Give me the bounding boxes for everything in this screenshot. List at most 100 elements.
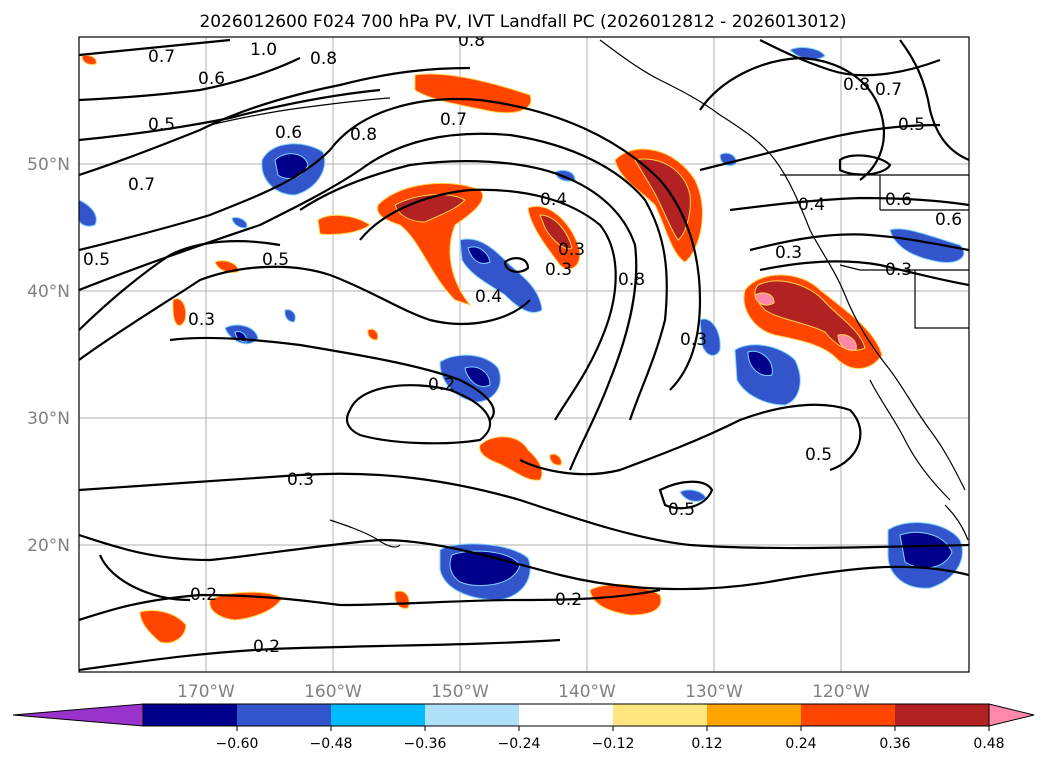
- colorbar-tick-label: 0.36: [879, 736, 910, 752]
- contour-line: [79, 265, 531, 361]
- contour-label: 0.3: [885, 260, 912, 280]
- contour-label: 0.5: [898, 115, 925, 135]
- contour-line: [359, 188, 617, 421]
- colorbar-segment: [895, 704, 990, 726]
- pc-blob: [209, 591, 283, 621]
- contour-label: 0.3: [545, 260, 572, 280]
- pc-blob: [274, 153, 309, 179]
- pc-blob: [79, 199, 97, 227]
- contour-line: [79, 240, 281, 331]
- pc-blob: [479, 436, 543, 481]
- colorbar-extend-max: [988, 703, 1035, 727]
- contour-label: 0.7: [440, 110, 467, 130]
- contour-label: 0.6: [885, 190, 912, 210]
- contour-line: [79, 57, 301, 102]
- contour-label: 0.2: [253, 637, 280, 657]
- colorbar-segment: [425, 704, 520, 726]
- pc-blob: [837, 334, 857, 351]
- contour-line: [749, 233, 969, 252]
- lon-label: 170°W: [177, 682, 235, 702]
- contour-line: [98, 554, 191, 602]
- pc-blob: [747, 350, 773, 377]
- contour-line: [79, 88, 381, 142]
- lon-label: 140°W: [558, 682, 616, 702]
- contour-line: [899, 39, 969, 162]
- pv-contours: [79, 38, 969, 672]
- colorbar-tick-label: −0.36: [404, 736, 447, 752]
- lon-label: 120°W: [812, 682, 870, 702]
- lon-label: 150°W: [431, 682, 489, 702]
- pc-blob: [394, 194, 466, 223]
- contour-label: 0.5: [262, 250, 289, 270]
- colorbar-segment: [237, 704, 332, 726]
- contour-line: [79, 472, 969, 550]
- colorbar-segment: [519, 704, 614, 726]
- lat-label: 30°N: [27, 409, 70, 429]
- contour-label: 0.6: [275, 123, 302, 143]
- longitude-labels: 170°W 160°W 150°W 140°W 130°W 120°W: [177, 682, 870, 702]
- contour-label: 0.3: [188, 310, 215, 330]
- contour-line: [838, 154, 892, 176]
- pc-blob: [467, 246, 491, 264]
- contour-label: 0.3: [558, 240, 585, 260]
- pc-blob: [789, 47, 826, 60]
- contour-line: [79, 66, 471, 177]
- contour-label: 0.5: [83, 250, 110, 270]
- contour-label: 0.7: [875, 80, 902, 100]
- contour-line: [79, 97, 702, 391]
- colorbar-segment: [707, 704, 802, 726]
- us-borders: [780, 174, 969, 329]
- contour-label: 0.3: [680, 330, 707, 350]
- pc-blob: [367, 328, 379, 341]
- colorbar-segment: [143, 704, 238, 726]
- map-panel: 0.7 1.0 0.8 0.8 0.6 0.5 0.6 0.8 0.7 0.7 …: [79, 31, 969, 672]
- contour-line: [519, 403, 862, 476]
- contour-label: 0.3: [287, 470, 314, 490]
- contour-line: [503, 257, 530, 273]
- pc-blob: [549, 453, 562, 466]
- pc-blob: [634, 158, 691, 241]
- colorbar-segment: [331, 704, 426, 726]
- lon-label: 130°W: [685, 682, 743, 702]
- aleutian-islands: [209, 97, 391, 126]
- pc-blob: [754, 292, 775, 306]
- contour-line: [299, 160, 638, 471]
- contour-label: 0.8: [350, 125, 377, 145]
- contour-label: 0.8: [618, 270, 645, 290]
- contour-label: 0.8: [843, 75, 870, 95]
- pc-blob: [231, 217, 248, 229]
- hawaii-islands: [329, 519, 401, 548]
- contour-label: 1.0: [250, 40, 277, 60]
- contour-label: 0.2: [190, 585, 217, 605]
- contour-line: [79, 132, 668, 421]
- pc-blob: [81, 55, 97, 65]
- colorbar-tick-label: −0.48: [310, 736, 353, 752]
- contour-label: 0.3: [775, 243, 802, 263]
- contour-label: 0.7: [128, 175, 155, 195]
- colorbar-tick-label: −0.60: [216, 736, 259, 752]
- contour-label: 0.5: [668, 500, 695, 520]
- contour-line: [729, 196, 969, 212]
- colorbar-tick-label: 0.24: [785, 736, 816, 752]
- contour-label: 0.7: [148, 47, 175, 67]
- contour-line: [79, 638, 561, 672]
- latitude-labels: 50°N 40°N 30°N 20°N: [27, 155, 70, 556]
- contour-line: [658, 480, 714, 510]
- contour-label: 0.5: [805, 445, 832, 465]
- contour-label: 0.5: [148, 115, 175, 135]
- figure-title: 2026012600 F024 700 hPa PV, IVT Landfall…: [199, 12, 846, 32]
- lat-label: 20°N: [27, 536, 70, 556]
- contour-line: [169, 336, 495, 421]
- coastlines: [209, 39, 969, 548]
- colorbar-segment: [613, 704, 708, 726]
- colorbar-tick-label: 0.12: [691, 736, 722, 752]
- colorbar-tick-label: −0.24: [498, 736, 541, 752]
- contour-label: 0.2: [555, 590, 582, 610]
- lat-label: 50°N: [27, 155, 70, 175]
- contour-label: 0.8: [458, 31, 485, 51]
- contour-label: 0.4: [798, 195, 825, 215]
- contour-label: 0.2: [428, 375, 455, 395]
- pc-blob: [139, 610, 187, 644]
- contour-line: [759, 39, 941, 77]
